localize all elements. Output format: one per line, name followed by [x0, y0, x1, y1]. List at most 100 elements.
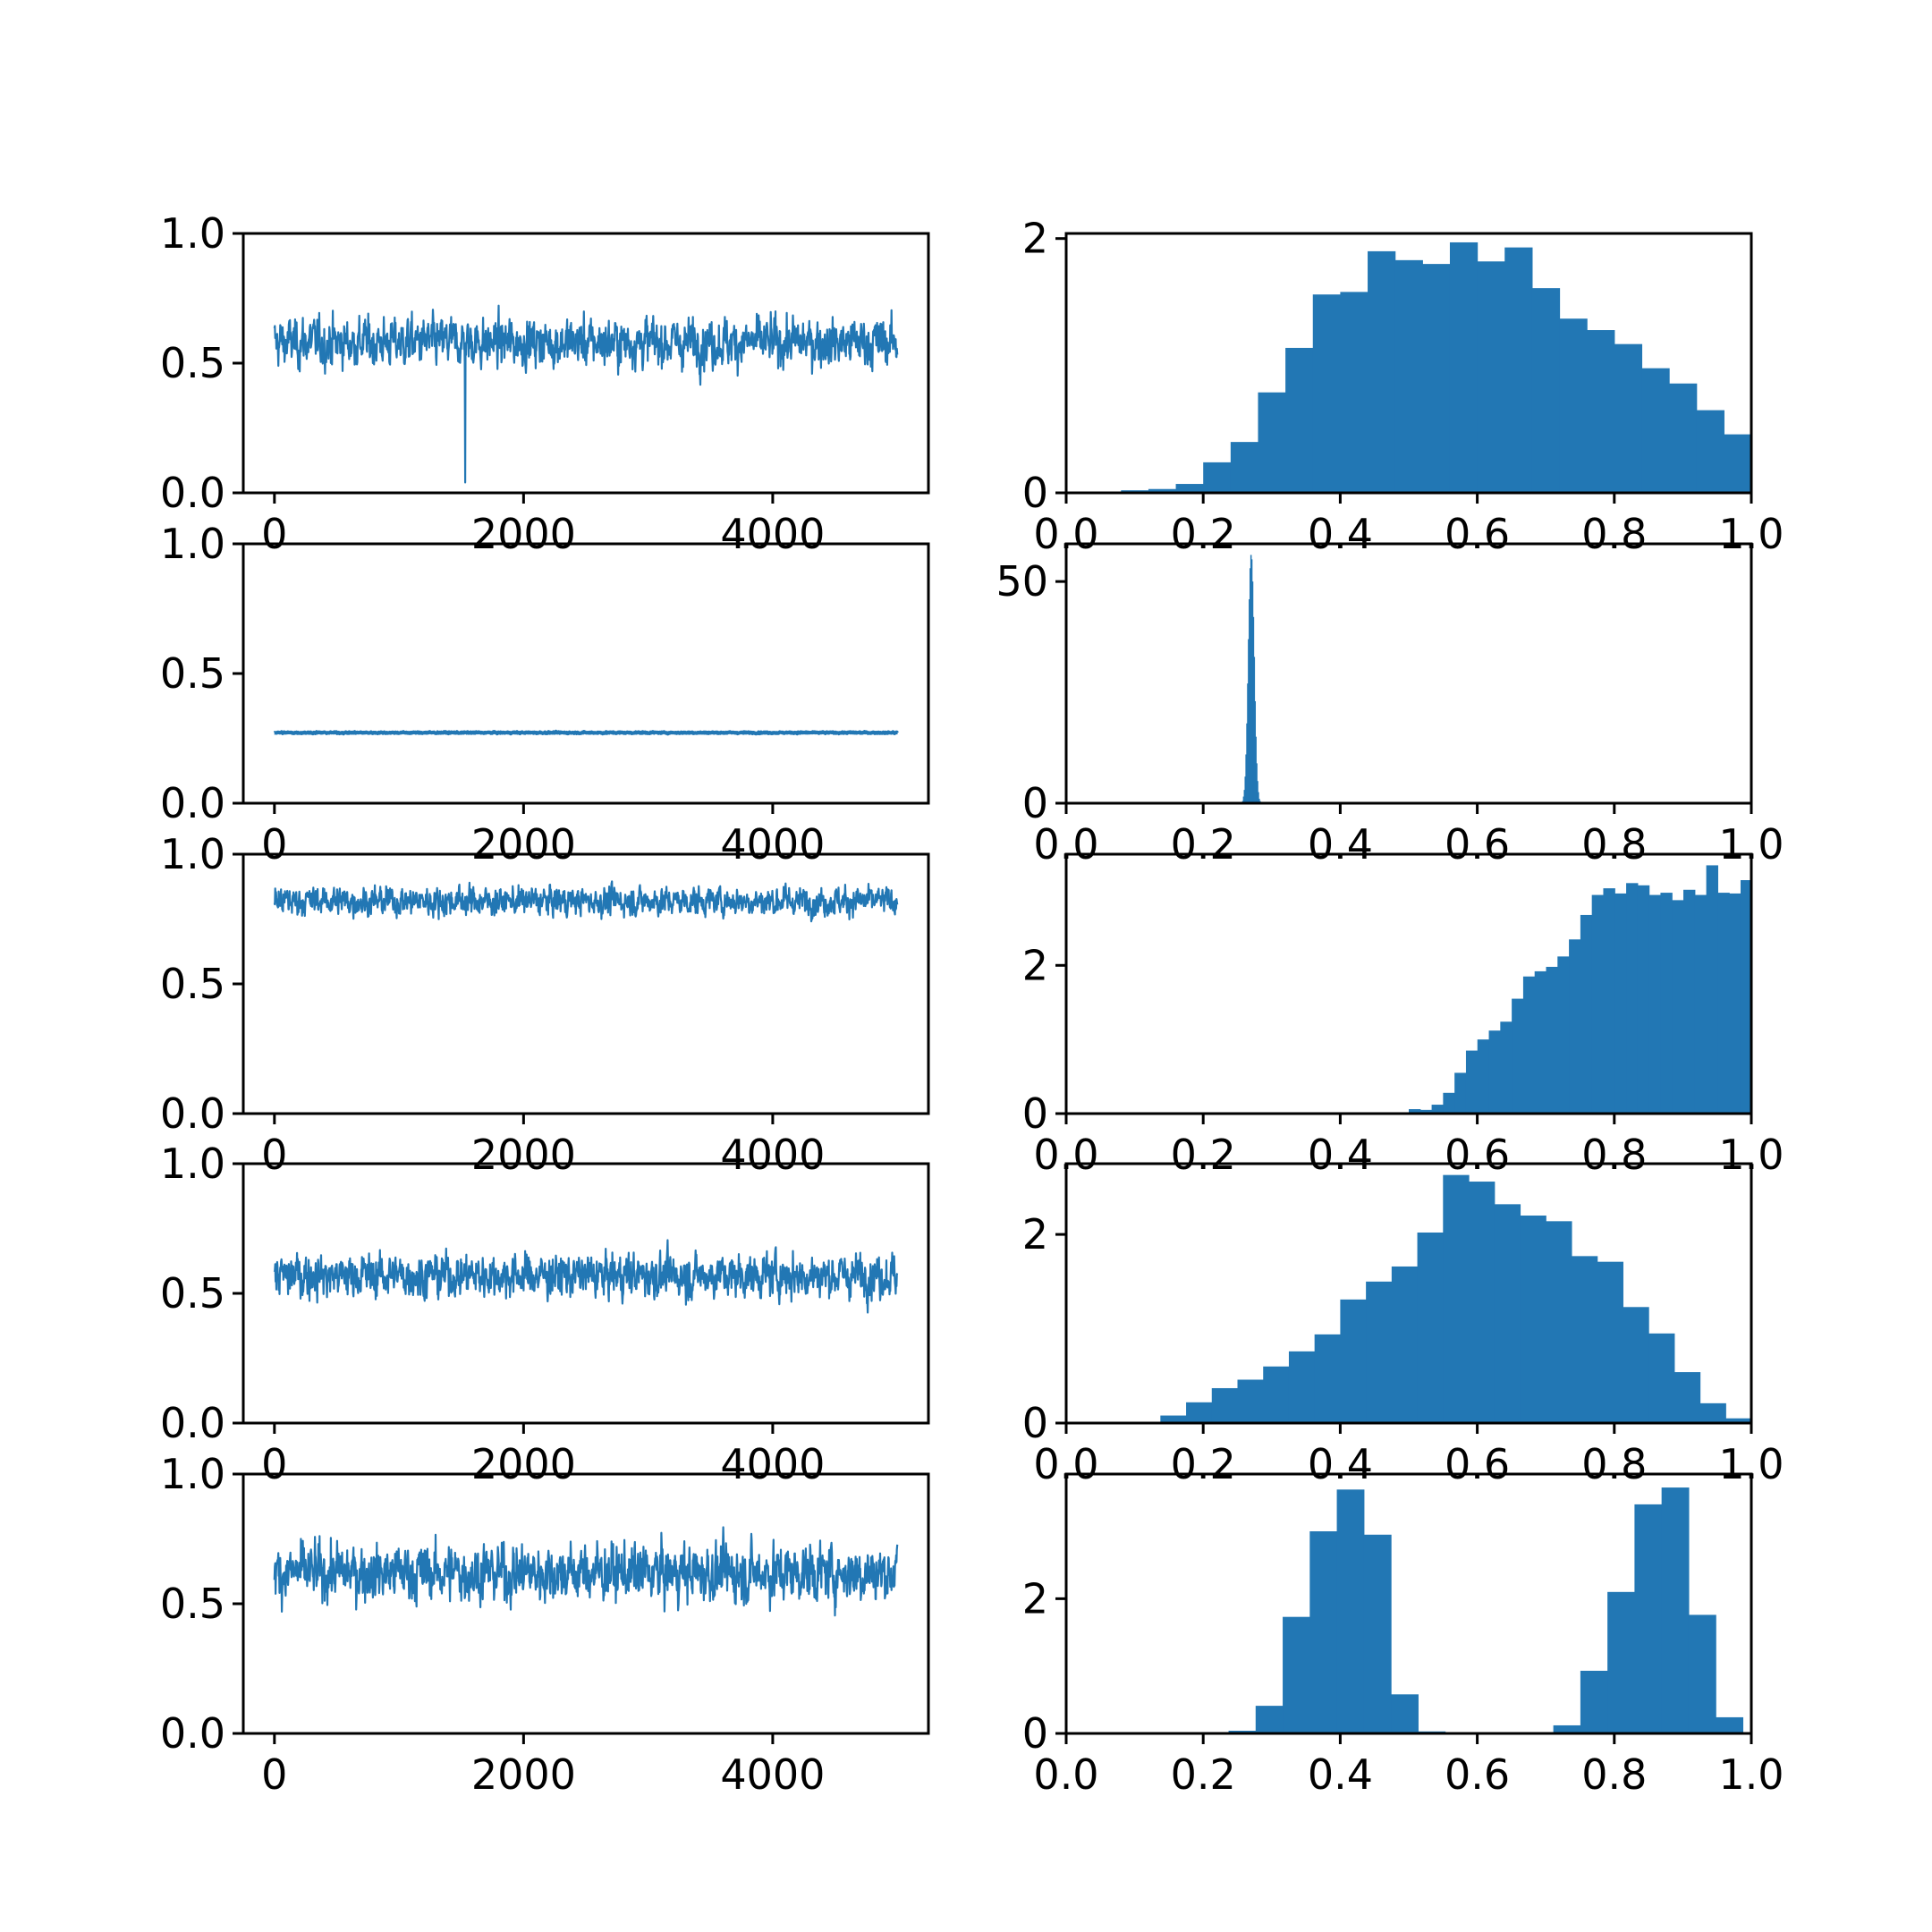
y-tick-label: 0.0 — [160, 1399, 225, 1447]
trace-3-series-line — [273, 880, 899, 923]
hist-5-frame — [1064, 1472, 1753, 1735]
histogram-bar — [1661, 1487, 1690, 1733]
hist-5-axes: 0.0 0.2 0.4 0.6 0.8 1.0 0 2 — [1022, 1472, 1784, 1799]
trace-2-series-line — [273, 729, 899, 736]
histogram-bar — [1454, 1072, 1467, 1114]
trace-1-series-line — [273, 304, 899, 484]
histogram-bar — [1504, 247, 1533, 493]
hist-3-frame — [1064, 852, 1753, 1115]
histogram-bar — [1394, 259, 1423, 493]
y-tick-label: 0 — [1022, 1709, 1048, 1758]
histogram-bar — [1591, 894, 1605, 1114]
histogram-bar — [1314, 1334, 1341, 1423]
x-tick-label: 0 — [261, 1440, 287, 1488]
histogram-bar — [1263, 1366, 1290, 1423]
hist-1-bars — [1093, 242, 1752, 493]
histogram-bar — [1725, 1418, 1752, 1423]
y-tick-label: 2 — [1022, 1210, 1048, 1258]
x-tick-label: 0.8 — [1581, 820, 1647, 869]
histogram-bar — [1237, 1379, 1264, 1423]
histogram-bar — [1368, 250, 1396, 493]
y-tick-label: 0 — [1022, 779, 1048, 827]
x-tick-label: 2000 — [471, 1440, 576, 1488]
y-tick-label: 2 — [1022, 1574, 1048, 1623]
histogram-bar — [1477, 261, 1505, 493]
y-tick-label: 50 — [996, 557, 1048, 606]
histogram-bar — [1477, 1039, 1490, 1114]
trace-4-series-line — [273, 1239, 899, 1314]
x-tick-label: 0.6 — [1445, 1131, 1510, 1179]
histogram-bar — [1242, 796, 1245, 803]
histogram-bar — [1230, 442, 1259, 493]
x-tick-label: 4000 — [720, 820, 825, 869]
histogram-bar — [1614, 893, 1627, 1114]
y-tick-label: 1.0 — [160, 1450, 225, 1498]
histogram-bar — [1251, 581, 1254, 803]
histogram-bar — [1648, 1333, 1675, 1423]
histogram-bar — [1246, 723, 1248, 803]
histogram-bar — [1724, 434, 1752, 493]
x-tick-label: 0.4 — [1308, 1440, 1373, 1488]
histogram-bar — [1148, 488, 1177, 493]
histogram-bar — [1363, 1534, 1392, 1733]
histogram-bar — [1641, 368, 1670, 493]
hist-4-bars — [1134, 1174, 1752, 1423]
histogram-bar — [1366, 1281, 1393, 1423]
x-tick-label: 0.6 — [1445, 1440, 1510, 1488]
x-tick-label: 2000 — [471, 1131, 576, 1179]
histogram-bar — [1571, 1256, 1598, 1423]
x-tick-label: 0.2 — [1171, 820, 1236, 869]
histogram-bar — [1258, 392, 1286, 493]
trace-1-axes: 0 2000 4000 0.0 0.5 1.0 — [160, 209, 930, 558]
x-tick-label: 0.6 — [1445, 1750, 1510, 1799]
hist-4-axes: 0.0 0.2 0.4 0.6 0.8 1.002 — [1022, 1162, 1784, 1488]
trace-3-axes: 0 2000 4000 0.0 0.5 1.0 — [160, 830, 930, 1179]
histogram-bar — [1285, 347, 1314, 493]
histogram-bar — [1546, 966, 1558, 1114]
histogram-bar — [1672, 900, 1684, 1114]
histogram-bar — [1669, 383, 1698, 493]
histogram-bar — [1312, 294, 1341, 493]
histogram-bar — [1255, 736, 1257, 803]
histogram-bar — [1500, 1021, 1513, 1114]
y-tick-label: 0.5 — [160, 339, 225, 387]
trace-5-axes: 0 2000 4000 0.0 0.5 1.0 — [160, 1450, 930, 1799]
histogram-bar — [1431, 1105, 1444, 1114]
histogram-bar — [1688, 1614, 1716, 1733]
x-tick-label: 2000 — [471, 1750, 576, 1799]
y-tick-label: 0.0 — [160, 779, 225, 827]
histogram-bar — [1512, 998, 1524, 1114]
histogram-bar — [1443, 1092, 1455, 1114]
x-tick-label: 0.4 — [1308, 1750, 1373, 1799]
histogram-bar — [1391, 1694, 1419, 1733]
x-tick-label: 0.2 — [1171, 1750, 1236, 1799]
histogram-bar — [1717, 893, 1730, 1114]
y-tick-label: 0 — [1022, 1399, 1048, 1447]
x-tick-label: 0.4 — [1308, 820, 1373, 869]
hist-3-bars — [1409, 865, 1752, 1114]
x-tick-label: 0.6 — [1445, 820, 1510, 869]
histogram-bar — [1634, 1504, 1663, 1733]
histogram-bar — [1580, 914, 1593, 1114]
y-tick-label: 0.5 — [160, 1269, 225, 1318]
histogram-bar — [1674, 1372, 1701, 1423]
x-tick-label: 0.4 — [1308, 1131, 1373, 1179]
x-tick-label: 0.8 — [1581, 1750, 1647, 1799]
histogram-bar — [1587, 330, 1615, 493]
histogram-bar — [1569, 939, 1581, 1114]
x-tick-label: 2000 — [471, 510, 576, 558]
x-tick-label: 4000 — [720, 1440, 825, 1488]
histogram-bar — [1603, 888, 1615, 1114]
x-tick-label: 0 — [261, 1750, 287, 1799]
histogram-bar — [1494, 1204, 1521, 1423]
hist-1-frame — [1064, 232, 1753, 495]
histogram-bar — [1250, 555, 1252, 803]
trace-2-frame — [242, 542, 930, 805]
x-tick-label: 0.0 — [1033, 1750, 1098, 1799]
histogram-bar — [1729, 893, 1741, 1114]
histogram-bar — [1683, 889, 1696, 1114]
y-tick-label: 0 — [1022, 469, 1048, 517]
x-tick-label: 0.2 — [1171, 510, 1236, 558]
x-tick-label: 0.4 — [1308, 510, 1373, 558]
